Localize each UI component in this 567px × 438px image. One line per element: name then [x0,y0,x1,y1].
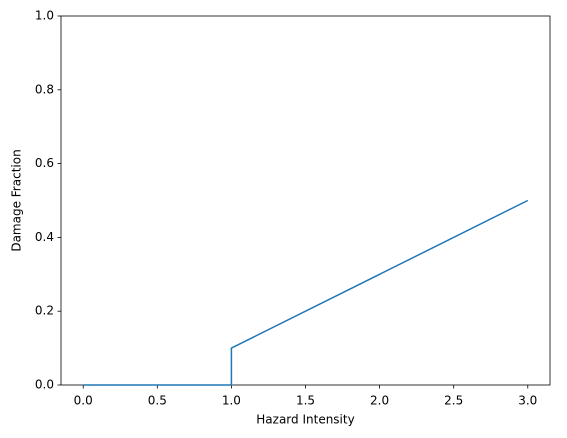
x-tick-label: 2.0 [370,394,389,408]
x-tick-label: 1.5 [296,394,315,408]
y-axis-label: Damage Fraction [10,149,24,251]
x-tick-label: 2.5 [444,394,463,408]
plot-frame [60,15,551,386]
x-axis-label: Hazard Intensity [256,413,354,427]
x-tick-label: 0.0 [74,394,93,408]
x-tick-label: 0.5 [148,394,167,408]
y-tick-label: 0.6 [35,156,54,170]
data-line [83,199,529,386]
x-tick-label: 1.0 [222,394,241,408]
y-tick-label: 0.4 [35,230,54,244]
y-tick-label: 0.2 [35,304,54,318]
x-tick-label: 3.0 [518,394,537,408]
y-tick-label: 1.0 [35,9,54,23]
y-tick-label: 0.0 [35,378,54,392]
y-tick-label: 0.8 [35,82,54,96]
